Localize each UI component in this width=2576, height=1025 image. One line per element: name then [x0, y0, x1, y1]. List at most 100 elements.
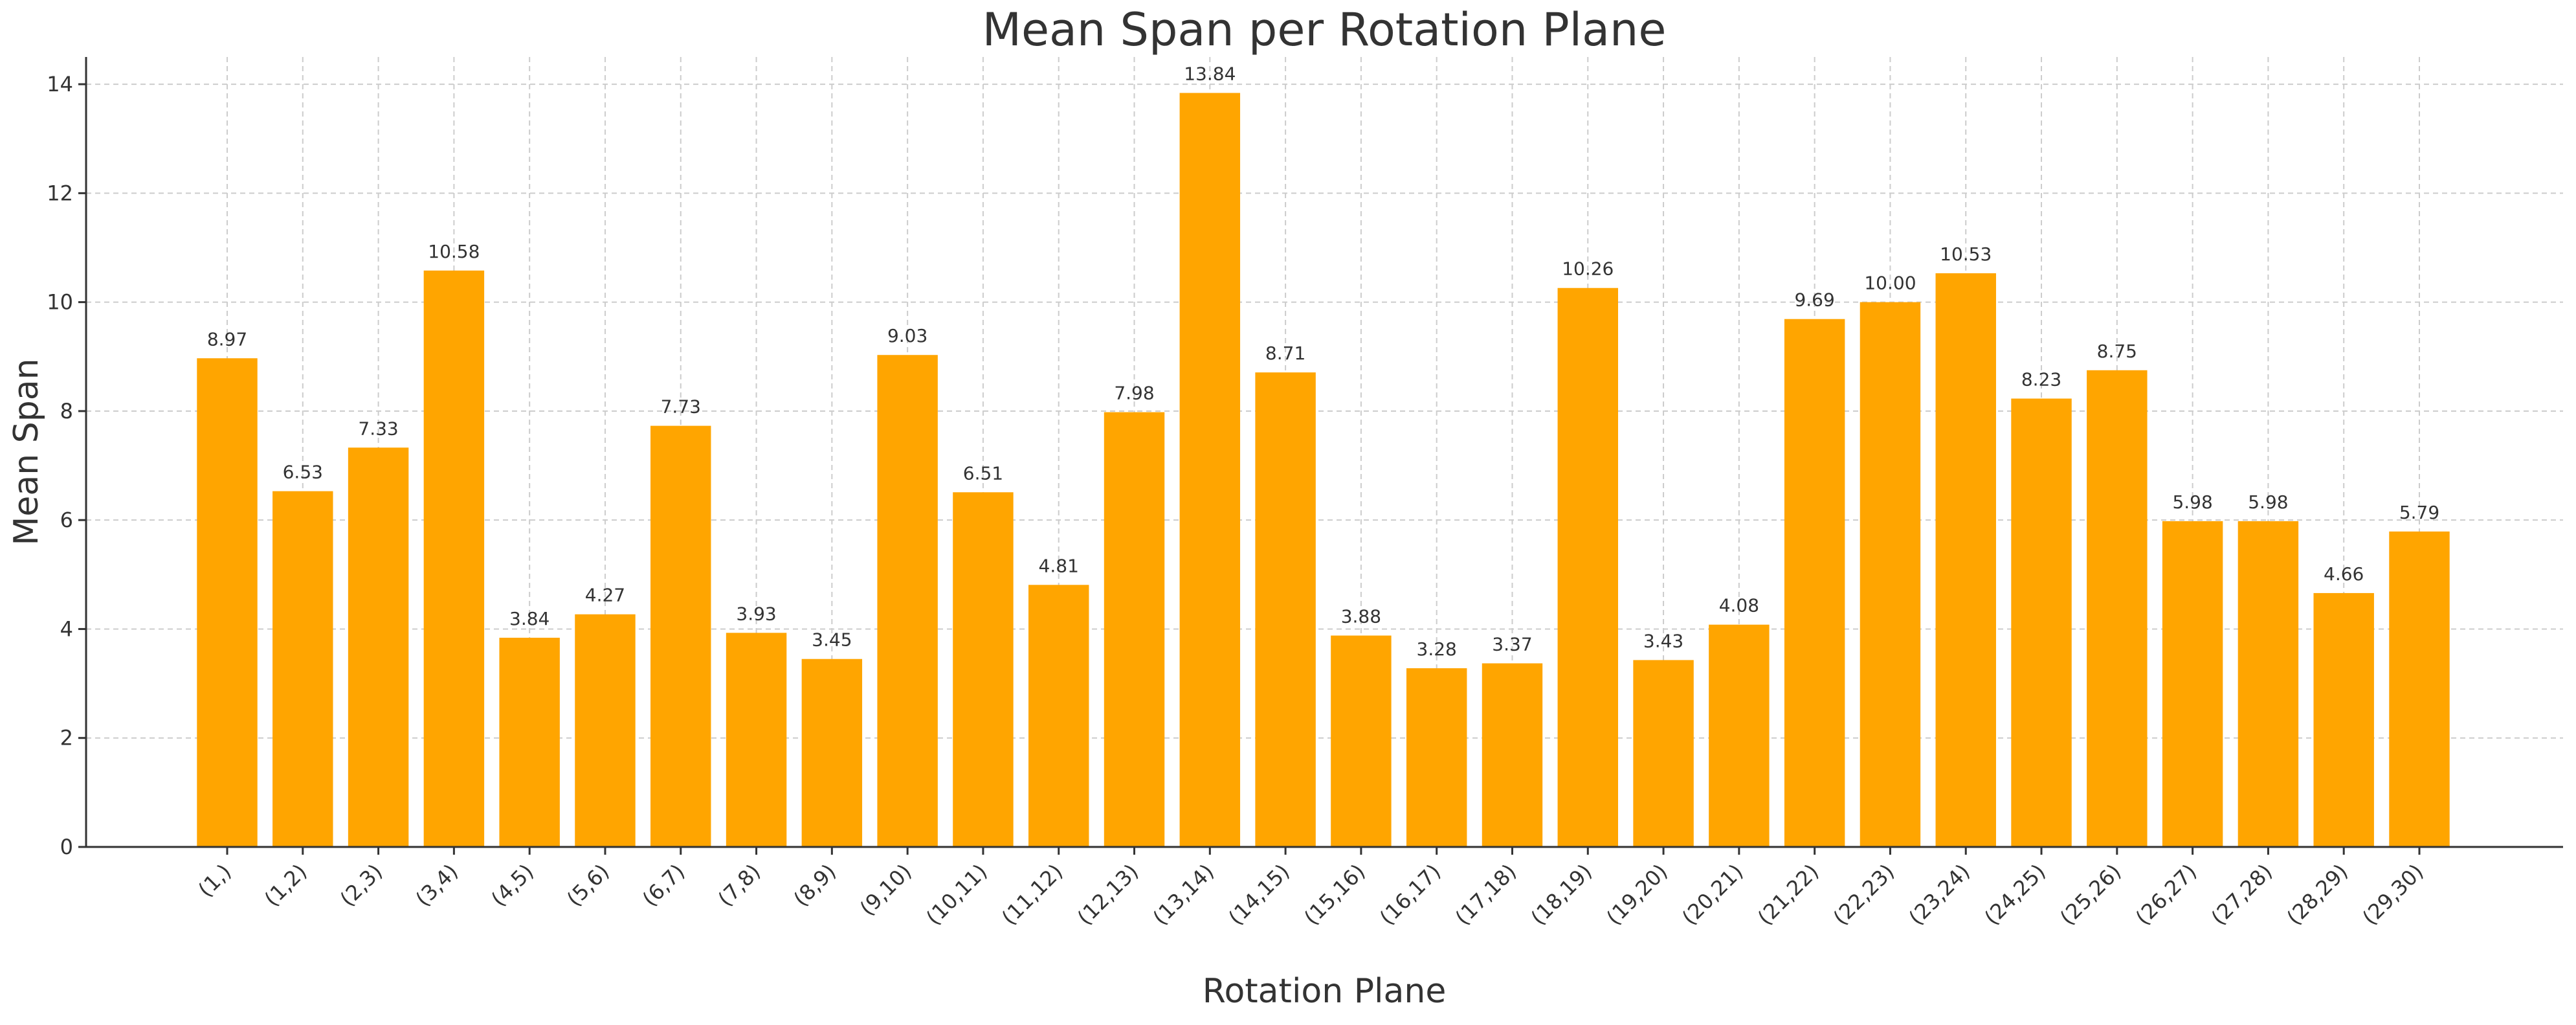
bar-value-label: 8.23 [2021, 369, 2061, 390]
bars [197, 93, 2450, 848]
x-tick-label: (16,17) [1375, 859, 1445, 930]
bar [2011, 398, 2072, 847]
bar [499, 637, 560, 847]
axes [78, 57, 2563, 855]
y-tick-label: 4 [60, 616, 73, 641]
bar-value-label: 5.98 [2248, 491, 2288, 513]
bar [423, 270, 485, 847]
bar [1784, 319, 1845, 847]
x-tick-label: (18,19) [1526, 859, 1597, 930]
bar [575, 614, 636, 847]
x-tick-label: (9,10) [855, 859, 916, 921]
bar-value-label: 10.00 [1864, 273, 1916, 294]
bar-value-label: 10.53 [1940, 243, 1992, 265]
bar-value-label: 3.84 [509, 608, 550, 629]
bar [197, 358, 258, 847]
x-tick-label: (12,13) [1072, 859, 1143, 930]
bar-value-label: 9.03 [887, 325, 927, 346]
y-tick-label: 8 [60, 399, 73, 423]
x-tick-label: (24,25) [1979, 859, 2050, 930]
bar [2389, 531, 2450, 847]
bar [1709, 624, 1770, 847]
bar-value-label: 8.71 [1265, 343, 1305, 364]
x-tick-label: (13,14) [1148, 859, 1219, 930]
x-tick-label: (7,8) [713, 859, 766, 912]
bar-value-label: 13.84 [1184, 63, 1236, 85]
x-tick-label: (29,30) [2357, 859, 2428, 930]
bar [1406, 668, 1467, 847]
y-tick-label: 2 [60, 726, 73, 750]
x-tick-label: (8,9) [788, 859, 841, 912]
bar-value-label: 8.97 [207, 328, 247, 350]
bar-value-label: 3.88 [1341, 606, 1381, 627]
x-axis-title: Rotation Plane [1203, 972, 1447, 1011]
bar-value-label: 5.79 [2399, 502, 2439, 523]
bar-value-label: 3.93 [736, 603, 776, 624]
bar-value-label: 4.08 [1719, 595, 1759, 616]
bar-value-label: 3.45 [812, 629, 852, 651]
x-tick-label: (1,) [194, 859, 236, 902]
bar [2237, 521, 2299, 847]
x-tick-label: (14,15) [1223, 859, 1294, 930]
bar-value-label: 3.37 [1492, 633, 1532, 655]
bar [953, 492, 1014, 847]
y-tick-label: 12 [47, 181, 73, 205]
bar-value-label: 7.98 [1114, 383, 1154, 404]
x-tick-label: (2,3) [335, 859, 388, 912]
x-tick-label: (20,21) [1677, 859, 1748, 930]
bar-value-label: 6.51 [963, 462, 1003, 484]
bar [348, 447, 409, 847]
bar [2313, 592, 2374, 847]
bar-value-label: 4.81 [1039, 555, 1079, 576]
bar [1104, 412, 1165, 847]
bar [1028, 585, 1089, 847]
y-axis-title: Mean Span [7, 358, 46, 545]
x-tick-label: (5,6) [562, 859, 614, 912]
y-tick-label: 6 [60, 508, 73, 532]
bar [801, 659, 863, 847]
bar-value-label: 6.53 [283, 462, 323, 483]
bar [1179, 93, 1241, 848]
bar-value-label: 7.73 [661, 396, 701, 418]
x-tick-label: (19,20) [1601, 859, 1672, 930]
bar-value-label: 3.43 [1643, 630, 1683, 651]
x-tick-label: (4,5) [486, 859, 539, 912]
bar [1482, 663, 1543, 847]
bar [1633, 660, 1694, 847]
bar-value-label: 10.58 [428, 241, 480, 262]
bar [2162, 521, 2223, 847]
bar-value-label: 3.28 [1417, 638, 1457, 660]
bar [1255, 372, 1316, 847]
bar-value-label: 7.33 [358, 418, 398, 439]
data-labels: 8.97 6.53 7.33 10.58 3.84 4.27 7.73 3.93 3.45 9.0… [207, 63, 2439, 660]
y-tick-label: 14 [47, 72, 73, 96]
bar [726, 633, 787, 847]
x-tick-label: (28,29) [2282, 859, 2353, 930]
x-tick-label: (23,24) [1904, 859, 1975, 930]
y-tick-label: 0 [60, 835, 73, 859]
bar [1935, 273, 1996, 847]
x-tick-label: (1,2) [260, 859, 312, 912]
x-tick-label: (21,22) [1753, 859, 1823, 930]
x-tick-label: (17,18) [1450, 859, 1521, 930]
bar-value-label: 10.26 [1562, 258, 1614, 280]
x-tick-label: (10,11) [921, 859, 992, 930]
x-tick-label: (3,4) [411, 859, 463, 912]
bar [2087, 370, 2148, 847]
x-tick-label: (27,28) [2206, 859, 2277, 930]
bar [1331, 635, 1392, 847]
bar-value-label: 4.66 [2324, 563, 2364, 585]
bar [1860, 302, 1921, 847]
bar-value-label: 8.75 [2097, 341, 2137, 362]
x-tick-label: (11,12) [997, 859, 1067, 930]
bar [1557, 287, 1618, 847]
bar [272, 491, 333, 847]
x-tick-label: (15,16) [1299, 859, 1370, 930]
bar [877, 355, 938, 847]
x-tick-label: (6,7) [638, 859, 690, 912]
x-tick-label: (26,27) [2131, 859, 2201, 930]
x-tick-label: (25,26) [2055, 859, 2126, 930]
y-tick-label: 10 [47, 290, 73, 315]
